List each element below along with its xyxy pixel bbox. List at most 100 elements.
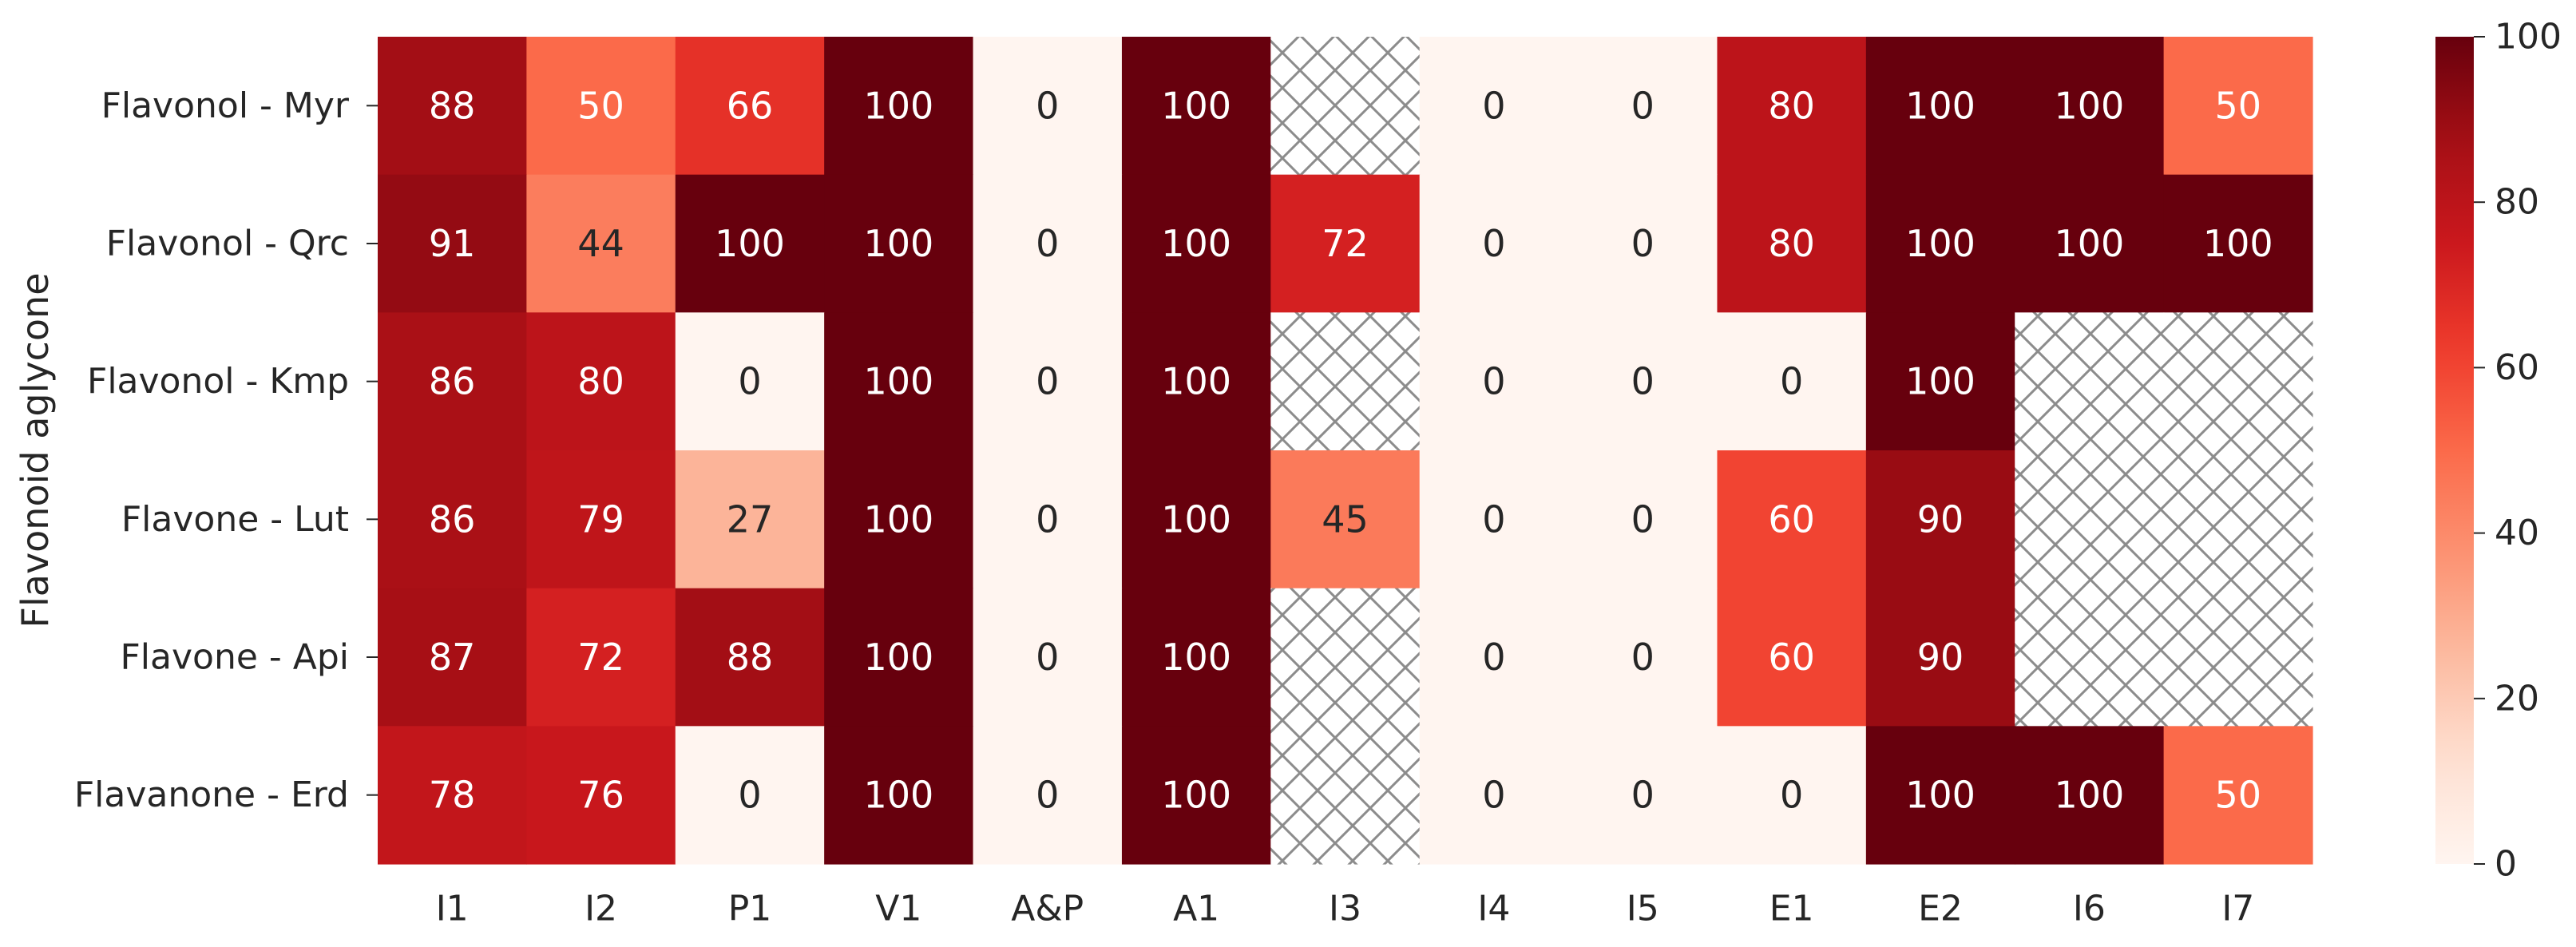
heatmap-cell xyxy=(1419,450,1569,589)
cell-value-label: 80 xyxy=(1768,84,1815,127)
cell-value-label: 0 xyxy=(1482,222,1505,265)
cell-value-label: 0 xyxy=(1631,222,1655,265)
x-tick-labels: I1 I2 P1 V1 A&P A1 I3 I4 I5 E1 E2 I6 I7 xyxy=(436,889,2255,929)
heatmap-cell xyxy=(1568,450,1718,589)
cell-value-label: 100 xyxy=(2203,222,2273,265)
cell-value-label: 87 xyxy=(429,636,476,679)
heatmap-cell xyxy=(1865,37,2015,176)
x-tick-label: I6 xyxy=(2073,889,2106,929)
cell-value-label: 0 xyxy=(1780,774,1803,817)
cell-value-label: 60 xyxy=(1768,497,1815,541)
heatmap-cell-missing xyxy=(2015,450,2165,589)
heatmap-cell xyxy=(973,312,1123,451)
cell-value-label: 100 xyxy=(2055,84,2125,127)
heatmap-cell xyxy=(1717,450,1867,589)
heatmap-cell xyxy=(526,174,676,313)
heatmap-cell xyxy=(1865,588,2015,727)
heatmap-cell xyxy=(1865,726,2015,865)
heatmap-cell xyxy=(2015,726,2165,865)
heatmap-cell-missing xyxy=(2163,588,2313,727)
heatmap-cell xyxy=(378,174,527,313)
heatmap-cell xyxy=(526,726,676,865)
colorbar-tick-label: 60 xyxy=(2495,347,2539,388)
cell-value-label: 0 xyxy=(1631,774,1655,817)
cell-value-label: 91 xyxy=(429,222,476,265)
cell-value-label: 0 xyxy=(1482,84,1505,127)
heatmap-cell xyxy=(1568,588,1718,727)
cell-value-label: 100 xyxy=(715,222,785,265)
heatmap-cell xyxy=(824,312,974,451)
cell-value-label: 0 xyxy=(1482,636,1505,679)
cell-value-label: 86 xyxy=(429,497,476,541)
y-tick-label: Flavanone - Erd xyxy=(74,775,349,815)
x-tick-label: A&P xyxy=(1011,889,1084,929)
heatmap-cell xyxy=(824,588,974,727)
heatmap-cell xyxy=(1568,726,1718,865)
heatmap-cell xyxy=(2163,726,2313,865)
x-tick-label: I7 xyxy=(2221,889,2254,929)
heatmap-cell xyxy=(526,312,676,451)
heatmap-cell-missing xyxy=(2163,450,2313,589)
y-tick-label: Flavonol - Qrc xyxy=(106,224,349,264)
heatmap-cell xyxy=(378,37,527,176)
cell-value-label: 100 xyxy=(2055,774,2125,817)
cell-value-label: 100 xyxy=(1905,222,1976,265)
cell-value-label: 0 xyxy=(1631,497,1655,541)
cell-value-label: 0 xyxy=(1631,360,1655,403)
heatmap-cell xyxy=(1865,174,2015,313)
cell-value-label: 50 xyxy=(577,84,624,127)
heatmap-cell xyxy=(378,450,527,589)
heatmap-cell xyxy=(1865,450,2015,589)
cell-value-label: 50 xyxy=(2215,84,2262,127)
cell-value-label: 100 xyxy=(1161,222,1231,265)
cell-value-label: 66 xyxy=(727,84,774,127)
cell-value-label: 100 xyxy=(863,636,933,679)
cell-value-label: 0 xyxy=(738,774,761,817)
colorbar-tick-label: 40 xyxy=(2495,513,2539,553)
cell-value-label: 0 xyxy=(738,360,761,403)
cell-value-label: 86 xyxy=(429,360,476,403)
cell-value-label: 100 xyxy=(1905,84,1976,127)
cell-value-label: 0 xyxy=(1482,774,1505,817)
y-tick-label: Flavone - Api xyxy=(120,637,349,678)
heatmap-cell xyxy=(2015,37,2165,176)
heatmap-cell xyxy=(1419,174,1569,313)
heatmap-cell xyxy=(824,726,974,865)
heatmap-cell xyxy=(2163,37,2313,176)
heatmap-cell xyxy=(973,588,1123,727)
heatmap-cell xyxy=(526,450,676,589)
heatmap-cell-missing xyxy=(1270,726,1421,865)
cell-value-label: 100 xyxy=(2055,222,2125,265)
cell-value-label: 27 xyxy=(727,497,774,541)
heatmap-cell xyxy=(1865,312,2015,451)
heatmap-cell-missing xyxy=(2163,312,2313,451)
heatmap-cell xyxy=(675,450,825,589)
heatmap-cell xyxy=(378,312,527,451)
y-tick-label: Flavonol - Myr xyxy=(101,85,350,126)
cell-value-label: 0 xyxy=(1036,636,1059,679)
x-tick-label: E1 xyxy=(1770,889,1814,929)
heatmap-cell xyxy=(1270,174,1421,313)
heatmap-cell xyxy=(1121,312,1271,451)
cell-value-label: 80 xyxy=(577,360,624,403)
heatmap-cell xyxy=(1121,588,1271,727)
y-tick-label: Flavonol - Kmp xyxy=(87,361,349,402)
cell-value-label: 0 xyxy=(1780,360,1803,403)
colorbar: 0 20 40 60 80 100 xyxy=(2435,17,2562,885)
cell-value-label: 0 xyxy=(1036,497,1059,541)
cell-value-label: 100 xyxy=(1161,84,1231,127)
heatmap-cell xyxy=(526,588,676,727)
heatmap-cell xyxy=(1419,312,1569,451)
heatmap-cell-missing xyxy=(1270,312,1421,451)
cell-value-label: 0 xyxy=(1036,84,1059,127)
heatmap-cell xyxy=(1717,174,1867,313)
cell-value-label: 80 xyxy=(1768,222,1815,265)
heatmap-cell xyxy=(973,450,1123,589)
cell-value-label: 50 xyxy=(2215,774,2262,817)
heatmap-cell xyxy=(675,312,825,451)
cell-value-label: 0 xyxy=(1036,774,1059,817)
cell-value-label: 44 xyxy=(577,222,624,265)
y-tick-label: Flavone - Lut xyxy=(121,499,349,540)
x-tick-label: I5 xyxy=(1627,889,1659,929)
heatmap-cell xyxy=(1568,37,1718,176)
